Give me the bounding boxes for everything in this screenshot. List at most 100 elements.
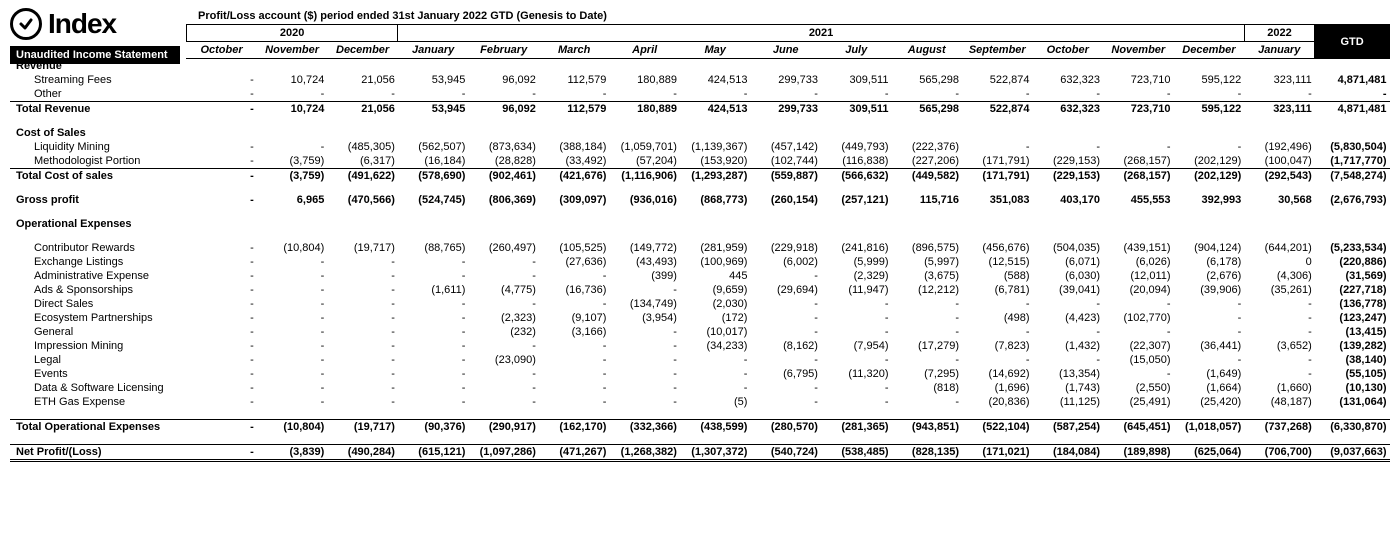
row-label: Total Revenue: [10, 101, 186, 116]
cell-value: (644,201): [1244, 241, 1315, 255]
cell-value: (449,793): [821, 140, 892, 154]
cell-value: (15,050): [1103, 353, 1174, 367]
cell-value: (280,570): [750, 419, 821, 434]
cell-total: (9,037,663): [1315, 444, 1390, 460]
cell-value: (22,307): [1103, 339, 1174, 353]
row-label: Administrative Expense: [10, 269, 186, 283]
cell-value: (100,969): [680, 255, 751, 269]
cell-value: -: [891, 395, 962, 409]
month-header: December: [1174, 42, 1245, 59]
cell-value: (9,659): [680, 283, 751, 297]
cell-value: (20,094): [1103, 283, 1174, 297]
cell-value: (12,011): [1103, 269, 1174, 283]
cell-value: -: [680, 353, 751, 367]
cell-total: (139,282): [1315, 339, 1390, 353]
cell-value: (229,153): [1033, 168, 1104, 183]
cell-value: 299,733: [750, 101, 821, 116]
cell-value: -: [468, 395, 539, 409]
cell-value: -: [962, 140, 1033, 154]
cell-value: (25,491): [1103, 395, 1174, 409]
month-header: April: [609, 42, 680, 59]
cell-value: -: [1244, 311, 1315, 325]
cell-value: -: [821, 395, 892, 409]
cell-value: -: [186, 101, 257, 116]
cell-value: (281,959): [680, 241, 751, 255]
cell-value: 299,733: [750, 73, 821, 87]
cell-value: -: [186, 325, 257, 339]
cell-value: -: [821, 87, 892, 102]
cell-value: -: [1033, 325, 1104, 339]
cell-total: (5,830,504): [1315, 140, 1390, 154]
cell-value: -: [186, 168, 257, 183]
cell-value: -: [398, 325, 469, 339]
cell-value: -: [186, 87, 257, 102]
row-label: Total Operational Expenses: [10, 419, 186, 434]
cell-value: -: [609, 339, 680, 353]
cell-value: 392,993: [1174, 193, 1245, 207]
cell-value: (6,795): [750, 367, 821, 381]
cell-total: (5,233,534): [1315, 241, 1390, 255]
cell-value: 403,170: [1033, 193, 1104, 207]
cell-value: (1,660): [1244, 381, 1315, 395]
cell-value: (10,017): [680, 325, 751, 339]
cell-value: (11,320): [821, 367, 892, 381]
cell-value: -: [750, 269, 821, 283]
cell-value: (7,295): [891, 367, 962, 381]
cell-value: (222,376): [891, 140, 962, 154]
cell-value: (485,305): [327, 140, 398, 154]
cell-value: -: [609, 325, 680, 339]
cell-value: -: [186, 140, 257, 154]
cell-value: 522,874: [962, 73, 1033, 87]
cell-value: 10,724: [257, 73, 328, 87]
cell-value: -: [398, 381, 469, 395]
cell-value: (27,636): [539, 255, 610, 269]
cell-value: -: [1033, 353, 1104, 367]
cell-value: (471,267): [539, 444, 610, 460]
cell-value: -: [962, 325, 1033, 339]
cell-value: 0: [1244, 255, 1315, 269]
cell-value: -: [257, 283, 328, 297]
cell-value: -: [257, 269, 328, 283]
cell-value: -: [257, 297, 328, 311]
cell-value: -: [186, 73, 257, 87]
cell-value: (8,162): [750, 339, 821, 353]
cell-value: 723,710: [1103, 101, 1174, 116]
cell-total: (13,415): [1315, 325, 1390, 339]
cell-value: (9,107): [539, 311, 610, 325]
cell-value: (281,365): [821, 419, 892, 434]
cell-value: -: [257, 367, 328, 381]
section-label: Operational Expenses: [10, 217, 186, 231]
cell-value: -: [750, 395, 821, 409]
cell-value: 595,122: [1174, 73, 1245, 87]
cell-value: -: [539, 87, 610, 102]
month-header: November: [257, 42, 328, 59]
cell-value: -: [1174, 353, 1245, 367]
cell-value: (1,293,287): [680, 168, 751, 183]
cell-value: -: [327, 283, 398, 297]
month-header: February: [468, 42, 539, 59]
cell-value: (1,018,057): [1174, 419, 1245, 434]
cell-value: (1,664): [1174, 381, 1245, 395]
month-header: December: [327, 42, 398, 59]
cell-value: (6,002): [750, 255, 821, 269]
cell-value: -: [327, 395, 398, 409]
cell-value: -: [1103, 367, 1174, 381]
cell-value: (171,021): [962, 444, 1033, 460]
cell-value: -: [186, 367, 257, 381]
cell-value: (873,634): [468, 140, 539, 154]
cell-value: -: [539, 367, 610, 381]
report-title: Profit/Loss account ($) period ended 31s…: [198, 10, 1390, 22]
cell-value: -: [327, 339, 398, 353]
cell-total: (131,064): [1315, 395, 1390, 409]
cell-value: (498): [962, 311, 1033, 325]
cell-value: -: [1103, 87, 1174, 102]
cell-value: -: [609, 395, 680, 409]
cell-value: (268,157): [1103, 168, 1174, 183]
cell-value: -: [609, 87, 680, 102]
cell-value: (48,187): [1244, 395, 1315, 409]
cell-value: -: [1244, 87, 1315, 102]
month-header: August: [891, 42, 962, 59]
cell-value: 595,122: [1174, 101, 1245, 116]
cell-value: (39,041): [1033, 283, 1104, 297]
cell-value: -: [1103, 325, 1174, 339]
